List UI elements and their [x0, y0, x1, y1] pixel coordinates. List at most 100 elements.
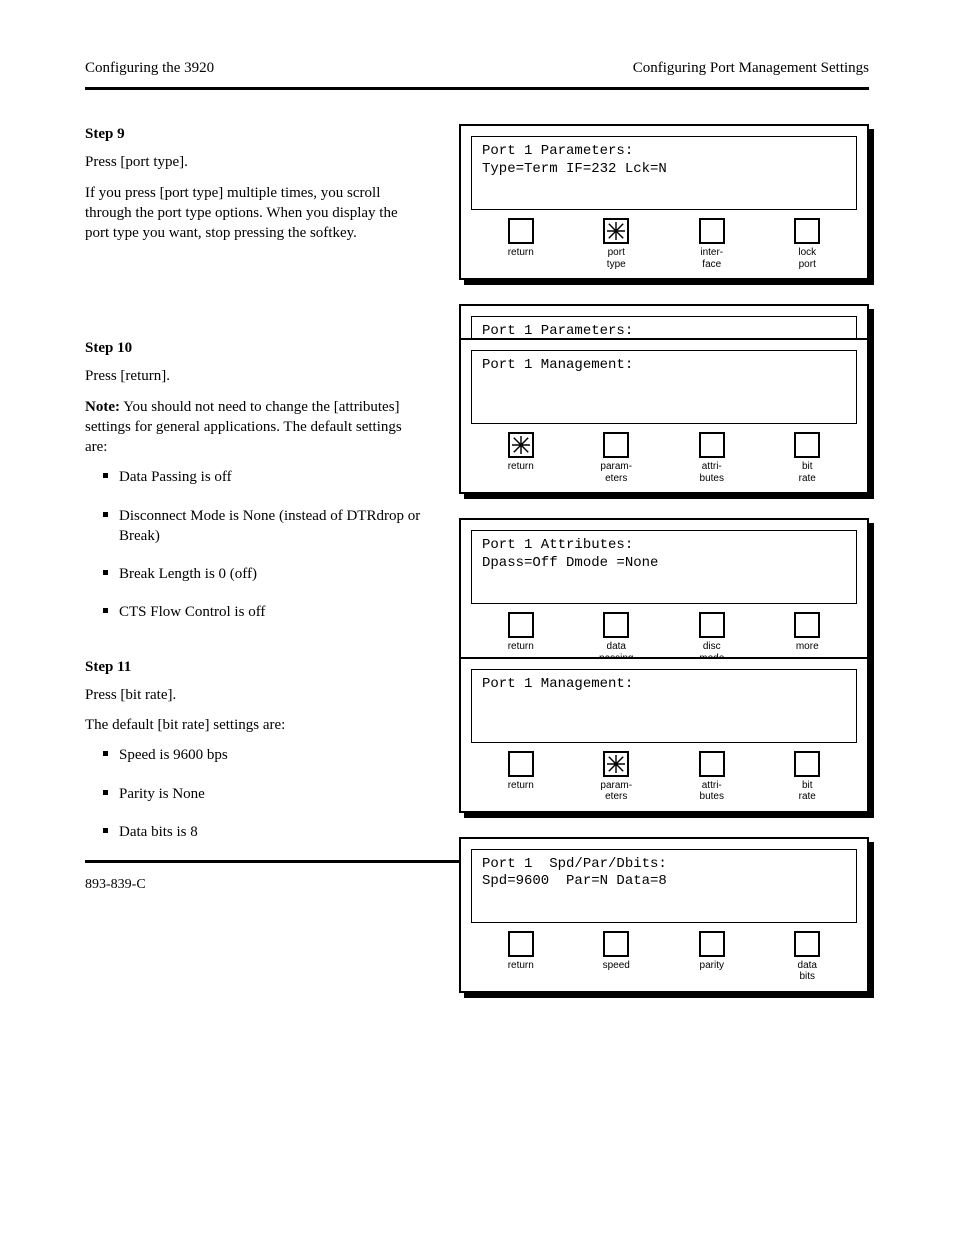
step-11-body2: The default [bit rate] settings are: [85, 715, 423, 735]
header-rule [85, 87, 869, 90]
softkey-label: bits [799, 971, 815, 983]
lcd-screen: Port 1 Management: [471, 350, 857, 424]
softkey-button-icon[interactable] [699, 751, 725, 777]
softkey-button-icon[interactable] [699, 218, 725, 244]
button-row: return param-eters attri-butes bitrate [461, 430, 867, 492]
softkey-label: butes [700, 791, 724, 803]
step-9: Step 9 Press [port type]. If you press [… [85, 124, 869, 304]
lcd-screen: Port 1 Spd/Par/Dbits: Spd=9600 Par=N Dat… [471, 849, 857, 923]
lcd-screen: Port 1 Parameters: Type=Term IF=232 Lck=… [471, 136, 857, 210]
softkey-button-icon[interactable] [699, 931, 725, 957]
lcd-panel-10a: Port 1 Management: return param-eters at… [459, 338, 869, 494]
button-row: return porttype inter-face lockport [461, 216, 867, 278]
step-11-body: Press [bit rate]. [85, 687, 176, 703]
softkey-label: port [799, 259, 816, 271]
softkey[interactable]: attri-butes [664, 432, 760, 484]
softkey[interactable]: return [473, 751, 569, 803]
softkey-label: parity [700, 960, 724, 972]
softkey-label: return [508, 461, 534, 473]
softkey-label: bit [802, 780, 813, 792]
step-9-label: Step 9 [85, 124, 423, 144]
softkey-label: attri- [702, 780, 722, 792]
header-right: Configuring Port Management Settings [633, 60, 869, 77]
note-label: Note: [85, 399, 120, 415]
softkey[interactable]: param-eters [569, 751, 665, 803]
softkey-button-active-icon[interactable] [603, 751, 629, 777]
softkey-label: return [508, 960, 534, 972]
softkey-label: return [508, 641, 534, 653]
header-left: Configuring the 3920 [85, 60, 214, 77]
step-10-note-body: You should not need to change the [attri… [85, 399, 402, 456]
softkey[interactable]: return [473, 432, 569, 484]
softkey[interactable]: bitrate [760, 751, 856, 803]
step-9-body: Press [port type]. [85, 154, 188, 170]
bullet: CTS Flow Control is off [103, 602, 423, 622]
step-9-body2: If you press [port type] multiple times,… [85, 183, 423, 244]
bullet: Data bits is 8 [103, 822, 423, 842]
step-10: Step 10 Press [return]. Note: You should… [85, 338, 869, 623]
softkey-label: rate [799, 473, 816, 485]
softkey-label: speed [603, 960, 630, 972]
softkey-label: face [702, 259, 721, 271]
lcd-panel-10b: Port 1 Attributes: Dpass=Off Dmode =None… [459, 518, 869, 674]
bullet: Disconnect Mode is None (instead of DTRd… [103, 506, 423, 547]
softkey-button-icon[interactable] [699, 432, 725, 458]
softkey-button-icon[interactable] [699, 612, 725, 638]
softkey-label: butes [700, 473, 724, 485]
softkey-button-icon[interactable] [508, 218, 534, 244]
softkey[interactable]: return [473, 218, 569, 270]
softkey[interactable]: speed [569, 931, 665, 983]
step-10-body: Press [return]. [85, 368, 170, 384]
softkey[interactable]: bitrate [760, 432, 856, 484]
softkey-button-icon[interactable] [794, 612, 820, 638]
softkey[interactable]: lockport [760, 218, 856, 270]
bullet: Parity is None [103, 784, 423, 804]
softkey-label: rate [799, 791, 816, 803]
lcd-panel-9a: Port 1 Parameters: Type=Term IF=232 Lck=… [459, 124, 869, 280]
softkey[interactable]: inter-face [664, 218, 760, 270]
softkey-label: eters [605, 473, 627, 485]
softkey-label: more [796, 641, 819, 653]
footer-left: 893-839-C [85, 877, 146, 893]
softkey-button-icon[interactable] [794, 432, 820, 458]
softkey-label: lock [798, 247, 816, 259]
softkey-label: param- [600, 461, 632, 473]
softkey[interactable]: return [473, 931, 569, 983]
softkey-button-icon[interactable] [794, 751, 820, 777]
softkey-button-icon[interactable] [794, 218, 820, 244]
step-11: Step 11 Press [bit rate]. The default [b… [85, 657, 869, 843]
softkey-button-active-icon[interactable] [508, 432, 534, 458]
softkey-label: bit [802, 461, 813, 473]
softkey-button-icon[interactable] [508, 751, 534, 777]
bullet: Data Passing is off [103, 467, 423, 487]
button-row: return speed parity databits [461, 929, 867, 991]
lcd-screen: Port 1 Attributes: Dpass=Off Dmode =None [471, 530, 857, 604]
step-10-label: Step 10 [85, 338, 423, 358]
button-row: return param-eters attri-butes bitrate [461, 749, 867, 811]
softkey-button-icon[interactable] [603, 612, 629, 638]
softkey-label: attri- [702, 461, 722, 473]
softkey-button-icon[interactable] [794, 931, 820, 957]
softkey[interactable]: param-eters [569, 432, 665, 484]
softkey-label: data [607, 641, 626, 653]
lcd-screen: Port 1 Management: [471, 669, 857, 743]
softkey[interactable]: attri-butes [664, 751, 760, 803]
softkey-label: inter- [700, 247, 723, 259]
step-11-label: Step 11 [85, 657, 423, 677]
softkey-label: type [607, 259, 626, 271]
softkey-button-active-icon[interactable] [603, 218, 629, 244]
softkey-label: return [508, 780, 534, 792]
softkey[interactable]: databits [760, 931, 856, 983]
softkey-button-icon[interactable] [508, 612, 534, 638]
softkey-label: disc [703, 641, 721, 653]
step-11-bullets: Speed is 9600 bps Parity is None Data bi… [103, 745, 423, 842]
softkey[interactable]: porttype [569, 218, 665, 270]
bullet: Break Length is 0 (off) [103, 564, 423, 584]
softkey-button-icon[interactable] [603, 432, 629, 458]
softkey[interactable]: parity [664, 931, 760, 983]
softkey-label: port [608, 247, 625, 259]
softkey-button-icon[interactable] [508, 931, 534, 957]
softkey-label: return [508, 247, 534, 259]
lcd-panel-11b: Port 1 Spd/Par/Dbits: Spd=9600 Par=N Dat… [459, 837, 869, 993]
softkey-button-icon[interactable] [603, 931, 629, 957]
